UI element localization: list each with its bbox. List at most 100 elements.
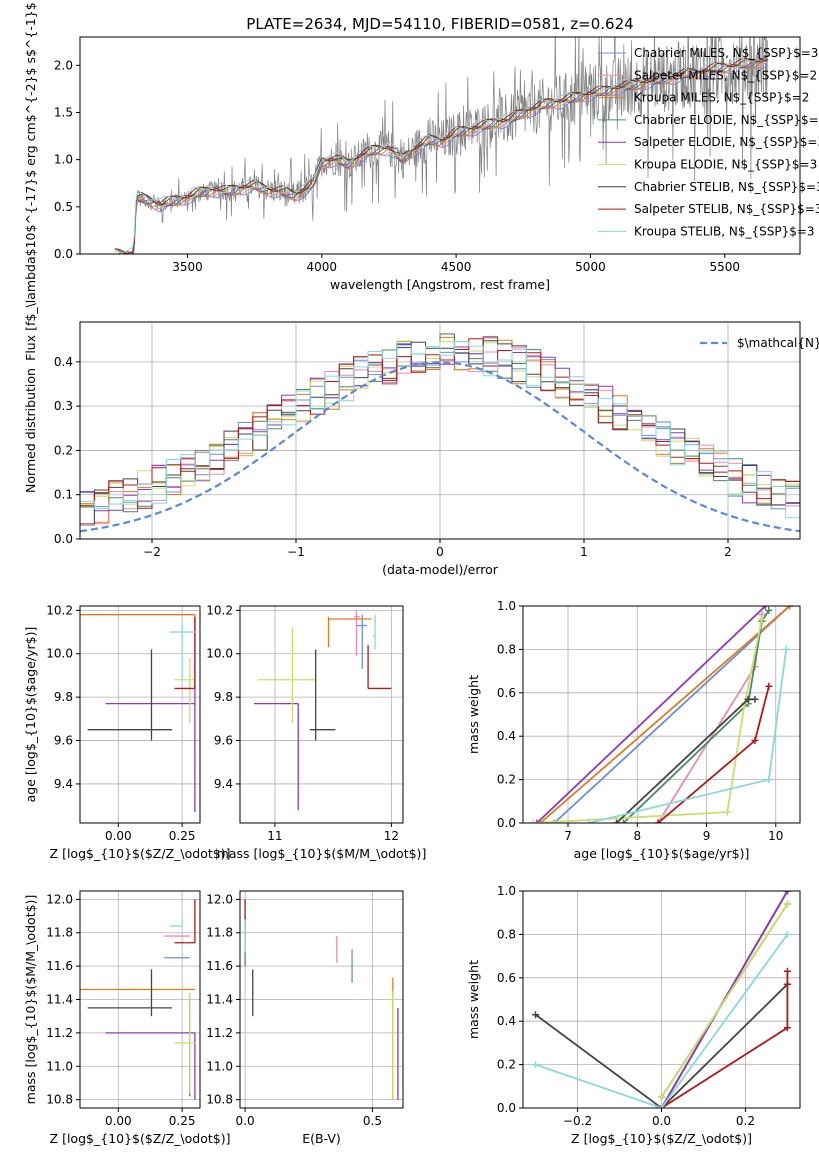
x-tick-label: −0.2 [563,1114,592,1128]
marker-plus [786,606,794,610]
y-axis-label: mass weight [466,960,481,1039]
y-tick-label: 11.8 [206,926,233,940]
y-tick-label: 11.2 [46,1026,73,1040]
plot-area [80,614,196,813]
x-axis-label: Z [log$_{10}$($Z/Z_\odot$)] [571,1131,752,1146]
y-tick-label: 0.8 [497,927,516,941]
x-tick-label: 11 [267,829,282,843]
marker-plus [612,819,620,823]
normal-reference-curve [80,361,800,533]
marker-plus [654,819,662,823]
y-axis-label: mass [log$_{10}$($M/M_\odot$)] [23,895,38,1105]
marker-plus [765,682,773,690]
x-axis-label: E(B-V) [302,1131,341,1146]
marker-plus [783,967,791,975]
y-tick-label: 0.6 [497,971,516,985]
residual-histogram [80,341,800,519]
legend-label: Kroupa ELODIE, N$_{SSP}$=3 [634,158,817,172]
residual-histogram [80,336,800,512]
y-axis-label: mass weight [466,675,481,754]
x-tick-label: 0 [436,545,444,559]
y-tick-label: 9.4 [54,777,73,791]
axes-frame [79,605,201,824]
y-tick-label: 11.4 [46,993,73,1007]
marker-plus [585,819,593,823]
cumulative-line [535,983,789,1108]
x-tick-label: 1 [580,545,588,559]
marker-plus [532,1061,540,1069]
x-tick-label: 0.0 [236,1114,255,1128]
y-tick-label: 1.0 [497,599,516,613]
panel-residuals: $\mathcal{N}(0, 1)$ −2 −1 0 1 2 0.0 0.1 0.2 0.3 0.… [23,321,819,577]
y-tick-label: 12.0 [46,892,73,906]
marker-plus [765,776,773,784]
panel-mass-vs-ebv: 0.0 0.5 10.8 11.0 11.2 11.4 11.6 11.8 12.0 E(B-V) [206,890,404,1146]
y-tick-label: 0.0 [497,816,516,830]
x-tick-label: 0.5 [363,1114,382,1128]
y-tick-label: 0.4 [54,355,73,369]
y-tick-label: 0.0 [497,1101,516,1115]
y-tick-label: 10.2 [46,603,73,617]
marker-plus [658,1093,665,1101]
y-axis-label: age [log$_{10}$($age/yr$)] [23,627,38,803]
panel-cumulative-mass-vs-Z: −0.2 0.0 0.2 0.0 0.2 0.4 0.6 0.8 1.0 Z [log$_{10}… [466,884,801,1146]
cumulative-line [535,933,789,1108]
legend-label: Chabrier MILES, N$_{SSP}$=3 [634,46,818,60]
legend-label: Chabrier ELODIE, N$_{SSP}$=3 [634,113,819,127]
x-tick-label: 0.25 [169,1114,196,1128]
plot-area [532,891,791,1108]
y-axis-label: Normed distribution [23,368,38,493]
x-tick-label: −1 [287,545,305,559]
x-tick-label: −2 [143,545,161,559]
y-tick-label: 9.6 [214,734,233,748]
cumulative-line [553,606,791,823]
y-tick-label: 0.2 [54,443,73,457]
x-axis-label: Z [log$_{10}$($Z/Z_\odot$)] [50,1131,231,1146]
y-tick-label: 11.0 [46,1059,73,1073]
plot-area [80,333,800,533]
y-tick-label: 11.6 [46,959,73,973]
x-tick-label: 4000 [307,260,338,274]
panel-cumulative-mass-vs-age: 7 8 9 10 0.0 0.2 0.4 0.6 0.8 1.0 age [log$_{10}$($… [466,599,801,861]
panel-age-vs-mass: 11 12 9.4 9.6 9.8 10.0 10.2 mass [log$_{10}$($M… [206,603,426,861]
x-tick-label: 12 [384,829,399,843]
y-tick-label: 1.0 [54,153,73,167]
marker-plus [758,615,766,623]
marker-plus [751,695,759,703]
observed-spectrum [114,37,768,254]
x-tick-label: 0.0 [652,1114,671,1128]
marker-plus [550,819,558,823]
y-tick-label: 12.0 [206,892,233,906]
marker-plus [532,1011,540,1019]
cumulative-line [536,606,767,823]
panel-age-vs-Z: 0.00 0.25 9.4 9.6 9.8 10.0 10.2 Z [log$_{10}$($… [23,603,230,861]
marker-plus [529,819,537,823]
x-tick-label: 4500 [441,260,472,274]
axes-frame [522,605,801,824]
grid [240,606,403,823]
legend-label: Salpeter MILES, N$_{SSP}$=2 [634,68,817,82]
x-axis-label: (data-model)/error [382,562,499,577]
marker-plus [783,980,791,988]
x-tick-label: 8 [633,829,641,843]
y-tick-label: 0.4 [497,729,516,743]
cumulative-line [539,606,791,823]
legend-label: Salpeter STELIB, N$_{SSP}$=3 [634,202,819,216]
y-tick-label: 11.6 [206,959,233,973]
y-tick-label: 0.2 [497,773,516,787]
y-tick-label: 10.2 [206,603,233,617]
legend-label: Kroupa STELIB, N$_{SSP}$=3 [634,224,815,238]
panel-mass-vs-Z: 0.00 0.25 10.8 11.0 11.2 11.4 11.6 11.8 12.0 Z [l… [23,890,231,1146]
y-tick-label: 0.6 [497,686,516,700]
y-tick-label: 0.8 [497,642,516,656]
y-tick-label: 0.2 [497,1058,516,1072]
figure-title: PLATE=2634, MJD=54110, FIBERID=0581, z=0… [246,15,633,33]
y-tick-label: 0.3 [54,399,73,413]
plot-area [529,606,794,823]
x-tick-label: 5500 [710,260,741,274]
legend: Chabrier MILES, N$_{SSP}$=3 Salpeter MILE… [598,46,819,238]
x-tick-label: 10 [768,829,783,843]
marker-plus [533,819,541,823]
marker-plus [765,606,773,614]
y-tick-label: 0.5 [54,200,73,214]
